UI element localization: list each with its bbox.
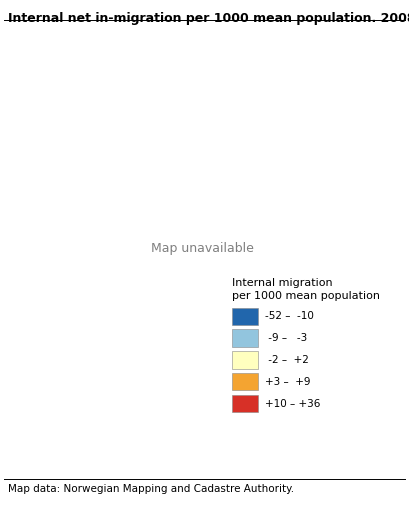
FancyBboxPatch shape — [232, 373, 258, 391]
Text: -52 –  -10: -52 – -10 — [265, 311, 314, 321]
Text: -9 –   -3: -9 – -3 — [265, 333, 308, 343]
Text: +3 –  +9: +3 – +9 — [265, 377, 311, 387]
FancyBboxPatch shape — [232, 395, 258, 412]
Text: Internal net in-migration per 1000 mean population. 2008: Internal net in-migration per 1000 mean … — [8, 12, 409, 25]
Text: -2 –  +2: -2 – +2 — [265, 355, 309, 365]
FancyBboxPatch shape — [232, 307, 258, 325]
Text: Map data: Norwegian Mapping and Cadastre Authority.: Map data: Norwegian Mapping and Cadastre… — [8, 484, 294, 494]
FancyBboxPatch shape — [232, 351, 258, 369]
Text: +10 – +36: +10 – +36 — [265, 398, 321, 409]
FancyBboxPatch shape — [232, 329, 258, 347]
Text: Map unavailable: Map unavailable — [151, 242, 254, 254]
Text: Internal migration
per 1000 mean population: Internal migration per 1000 mean populat… — [232, 278, 380, 301]
